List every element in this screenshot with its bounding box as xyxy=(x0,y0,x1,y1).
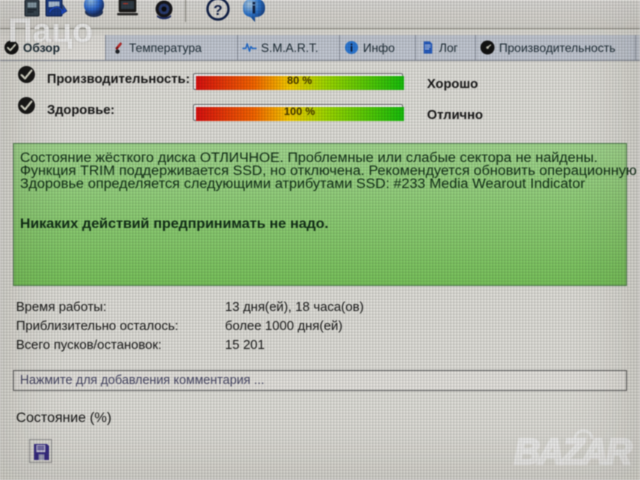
svg-text:?: ? xyxy=(213,2,222,19)
svg-text:BAZAR: BAZAR xyxy=(514,431,632,472)
